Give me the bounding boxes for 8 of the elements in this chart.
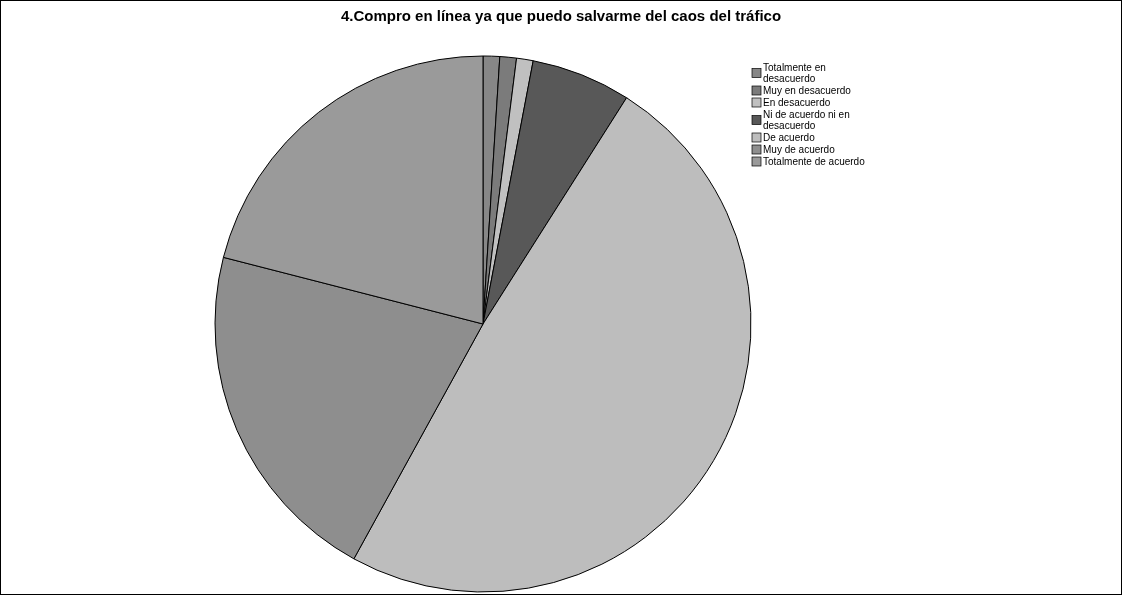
legend-label: En desacuerdo [763,97,831,108]
legend-label: Muy en desacuerdo [763,85,852,96]
chart-title: 4.Compro en línea ya que puedo salvarme del caos del tráfico [340,7,782,24]
legend-label: Totalmente de acuerdo [763,156,866,167]
legend-label: De acuerdo [763,132,816,143]
legend-label: Totalmente en desacuerdo [763,62,826,84]
legend-label: Muy de acuerdo [763,144,836,155]
legend-label: Ni de acuerdo ni en desacuerdo [763,109,850,131]
